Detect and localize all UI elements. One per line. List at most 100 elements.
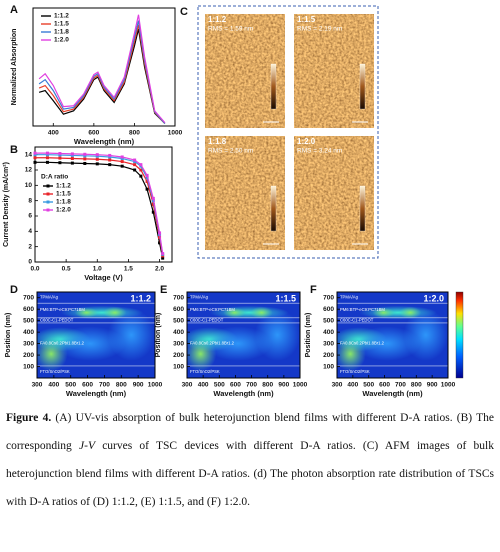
x-tick-label: 900 xyxy=(427,382,438,389)
panel-label: D xyxy=(10,284,18,296)
y-tick-label: 100 xyxy=(173,363,184,370)
layer-label: C60C-C1-PEDOT xyxy=(40,317,74,322)
panel-label: F xyxy=(310,284,317,296)
data-point xyxy=(70,152,74,156)
series-line xyxy=(38,14,166,124)
x-axis-label: Wavelength (nm) xyxy=(74,137,135,146)
x-tick-label: 800 xyxy=(262,382,273,389)
x-tick-label: 500 xyxy=(65,382,76,389)
y-tick-label: 2 xyxy=(28,243,32,250)
legend-label: 1:2.0 xyxy=(54,37,69,44)
data-point xyxy=(108,158,112,162)
y-tick-label: 500 xyxy=(173,317,184,324)
layer-label: TPMA/Ag xyxy=(340,294,359,299)
heatmap-image: TPMA/Ag PM6:BTP-eC9:PC71BM C60C-C1-PEDOT FA… xyxy=(37,292,155,378)
x-tick-label: 1000 xyxy=(168,130,183,137)
series-line xyxy=(38,20,166,124)
data-point xyxy=(133,160,137,164)
y-tick-label: 500 xyxy=(23,317,34,324)
heatmap-blob xyxy=(254,309,300,361)
caption-text: curves of TSC devices with different D-A… xyxy=(6,440,495,508)
data-point xyxy=(83,161,87,165)
data-point xyxy=(133,158,137,162)
x-tick-label: 1000 xyxy=(148,382,163,389)
y-tick-label: 100 xyxy=(323,363,334,370)
legend-marker xyxy=(46,192,50,196)
data-point xyxy=(70,153,74,157)
afm-rms: RMS = 2.19 nm xyxy=(297,26,342,33)
data-point xyxy=(161,252,165,256)
x-tick-label: 600 xyxy=(88,130,99,137)
y-tick-label: 600 xyxy=(323,306,334,313)
series-line xyxy=(35,152,164,254)
data-point xyxy=(83,152,87,156)
panel-label: C xyxy=(180,6,188,18)
y-tick-label: 12 xyxy=(25,167,33,174)
y-tick-label: 0 xyxy=(28,259,32,266)
data-point xyxy=(95,154,99,158)
data-point xyxy=(33,151,37,155)
data-point xyxy=(58,152,62,156)
data-point xyxy=(45,160,49,164)
y-axis-label: Normalized Absorption xyxy=(11,29,18,106)
x-tick-label: 700 xyxy=(395,382,406,389)
data-point xyxy=(151,210,155,214)
y-tick-label: 300 xyxy=(23,340,34,347)
layer-label: FTO/SnO2/PSK xyxy=(340,369,370,374)
legend-marker xyxy=(46,200,50,204)
heatmap-blob xyxy=(403,309,448,361)
y-tick-label: 200 xyxy=(323,352,334,359)
data-point xyxy=(158,241,162,245)
x-tick-label: 700 xyxy=(246,382,257,389)
data-point xyxy=(83,154,87,158)
x-tick-label: 600 xyxy=(82,382,93,389)
data-point xyxy=(145,180,149,183)
data-point xyxy=(108,155,112,159)
y-tick-label: 700 xyxy=(323,294,334,301)
data-point xyxy=(120,157,124,160)
legend-label: 1:1.8 xyxy=(54,29,69,36)
panel-title: 1:2.0 xyxy=(423,293,444,303)
y-tick-label: 200 xyxy=(173,352,184,359)
y-axis-label: Position (nm) xyxy=(5,313,12,358)
x-tick-label: 0.5 xyxy=(62,266,71,273)
caption-text: (A) UV-vis absorption of bulk heterojunc… xyxy=(6,412,494,452)
series-line xyxy=(35,154,164,255)
legend-label: 1:2.0 xyxy=(56,207,71,214)
panel-title: 1:1.2 xyxy=(130,293,151,303)
data-point xyxy=(58,156,62,160)
data-point xyxy=(45,151,49,155)
x-tick-label: 800 xyxy=(411,382,422,389)
data-point xyxy=(120,164,124,168)
data-point xyxy=(70,161,74,165)
y-tick-label: 500 xyxy=(323,317,334,324)
legend-marker xyxy=(46,208,50,212)
data-point xyxy=(45,156,49,160)
afm-ratio: 1:2.0 xyxy=(297,137,316,146)
layer-label: FA0.8Cs0.2PbI1.8Br1.2 xyxy=(40,341,85,346)
y-tick-label: 400 xyxy=(23,329,34,336)
data-point xyxy=(95,162,99,166)
y-tick-label: 14 xyxy=(25,151,33,158)
data-point xyxy=(139,168,143,172)
x-tick-label: 400 xyxy=(48,382,59,389)
x-tick-label: 400 xyxy=(347,382,358,389)
y-tick-label: 700 xyxy=(23,294,34,301)
plot-frame xyxy=(34,146,173,263)
data-point xyxy=(158,231,162,235)
x-axis-label: Wavelength (nm) xyxy=(362,389,423,398)
data-point xyxy=(33,153,37,157)
data-point xyxy=(133,168,137,172)
afm-ratio: 1:1.8 xyxy=(208,137,227,146)
y-axis-label: Current Density (mA/cm²) xyxy=(3,162,10,247)
data-point xyxy=(139,164,143,168)
y-tick-label: 10 xyxy=(25,182,33,189)
x-tick-label: 900 xyxy=(278,382,289,389)
legend-label: 1:1.5 xyxy=(56,191,71,198)
caption-italic: J-V xyxy=(79,440,95,452)
layer-label: C60C-C1-PEDOT xyxy=(190,317,224,322)
panel-label: B xyxy=(10,144,18,156)
x-tick-label: 400 xyxy=(198,382,209,389)
data-point xyxy=(58,153,62,157)
